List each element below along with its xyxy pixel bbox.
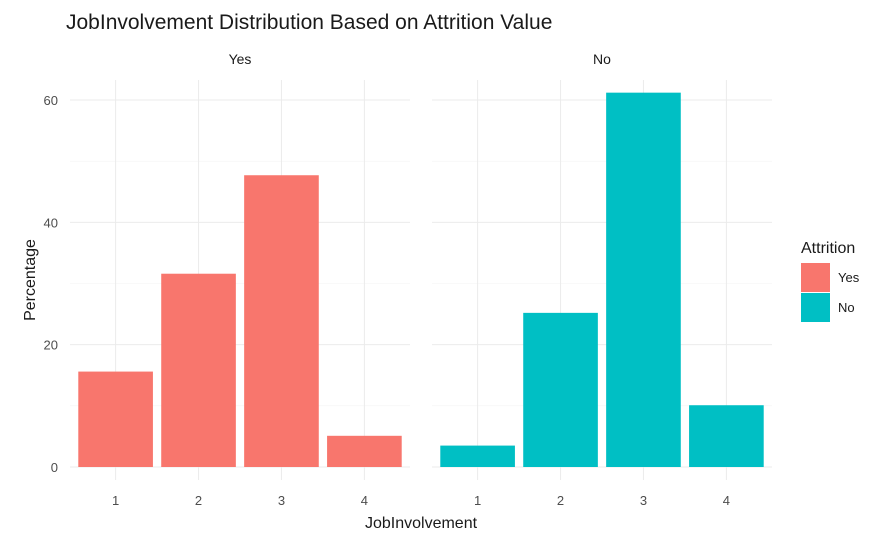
x-tick-label: 3 <box>278 493 285 508</box>
legend-key-no <box>801 293 830 322</box>
facet-panel-no: 1 2 3 4 No <box>432 51 772 508</box>
y-tick-label: 60 <box>44 93 58 108</box>
bar-yes-3 <box>244 175 319 468</box>
bar-yes-4 <box>327 435 402 467</box>
x-tick-label: 2 <box>195 493 202 508</box>
x-tick-label: 2 <box>557 493 564 508</box>
facet-strip-label: Yes <box>229 51 252 67</box>
legend-title: Attrition <box>801 240 855 257</box>
bar-yes-1 <box>78 371 153 467</box>
legend-label: No <box>838 300 855 315</box>
chart-title: JobInvolvement Distribution Based on Att… <box>66 11 552 34</box>
y-axis-title: Percentage <box>22 239 39 321</box>
y-tick-label: 0 <box>51 460 58 475</box>
facet-panel-yes: 1 2 3 4 Yes <box>70 51 410 508</box>
x-tick-label: 1 <box>474 493 481 508</box>
bar-no-4 <box>689 405 764 467</box>
bar-no-1 <box>440 445 515 467</box>
bar-yes-2 <box>161 273 236 467</box>
x-axis-title: JobInvolvement <box>365 515 478 532</box>
facet-strip-label: No <box>593 51 611 67</box>
bar-no-2 <box>523 312 598 467</box>
legend: Attrition Yes No <box>801 240 860 322</box>
y-tick-label: 20 <box>44 338 58 353</box>
x-tick-label: 3 <box>640 493 647 508</box>
x-tick-label: 4 <box>723 493 730 508</box>
x-tick-label: 4 <box>361 493 368 508</box>
legend-label: Yes <box>838 270 860 285</box>
x-tick-label: 1 <box>112 493 119 508</box>
bar-no-3 <box>606 92 681 467</box>
legend-key-yes <box>801 263 830 292</box>
y-tick-label: 40 <box>44 215 58 230</box>
